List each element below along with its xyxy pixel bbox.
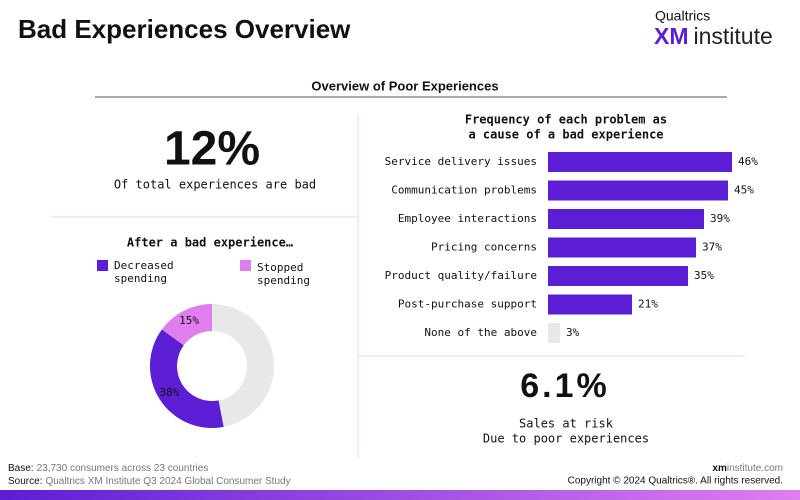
- bar: [548, 323, 560, 343]
- legend-line: Decreased: [114, 259, 174, 272]
- legend-line: spending: [114, 272, 167, 285]
- bar-value-label: 46%: [738, 155, 758, 168]
- footer-label: Source:: [8, 476, 42, 487]
- donut-label: 38%: [159, 386, 179, 399]
- donut-title: After a bad experience…: [127, 236, 293, 250]
- bar: [548, 294, 632, 315]
- bar: [548, 180, 728, 201]
- bar-value-label: 37%: [702, 241, 722, 254]
- footer-source: Source: Qualtrics XM Institute Q3 2024 Gl…: [8, 476, 291, 487]
- bar-value-label: 45%: [734, 184, 754, 197]
- legend-line: spending: [257, 274, 310, 287]
- legend-swatch: [97, 260, 108, 271]
- legend-line: Stopped: [257, 261, 303, 274]
- bar-category: Post-purchase support: [398, 298, 537, 311]
- bar-value-label: 39%: [710, 212, 730, 225]
- stat-caption: Sales at risk: [519, 417, 614, 431]
- donut-label: 15%: [179, 314, 199, 327]
- bar-category: Pricing concerns: [431, 241, 537, 254]
- site-bold: xm: [712, 463, 727, 474]
- bar-category: Communication problems: [391, 184, 537, 197]
- footer-site: xminstitute.com: [712, 463, 783, 474]
- footer-text: Qualtrics XM Institute Q3 2024 Global Co…: [45, 476, 290, 487]
- footer-text: 23,730 consumers across 23 countries: [37, 463, 209, 474]
- page-title: Bad Experiences Overview: [18, 14, 351, 44]
- stat-caption: Of total experiences are bad: [114, 178, 316, 192]
- footer-base: Base: 23,730 consumers across 23 countrie…: [8, 463, 208, 474]
- stat-value: 12%: [164, 123, 260, 176]
- section-title: Overview of Poor Experiences: [311, 78, 498, 93]
- stat-caption: Due to poor experiences: [483, 432, 649, 446]
- donut-segment: [149, 329, 224, 428]
- footer-label: Base:: [8, 463, 34, 474]
- bottom-band: [0, 490, 800, 500]
- logo-rest: institute: [694, 23, 773, 49]
- stat-value: 6.1%: [520, 367, 610, 405]
- bar-value-label: 35%: [694, 269, 714, 282]
- bar-title: Frequency of each problem as: [465, 113, 667, 127]
- site-rest: institute.com: [727, 463, 783, 474]
- legend-label: Stopped spending: [257, 261, 310, 287]
- bar-value-label: 3%: [566, 326, 580, 339]
- bar: [548, 209, 704, 229]
- logo-top: Qualtrics: [655, 8, 710, 24]
- bar-category: Product quality/failure: [385, 269, 537, 282]
- bar-category: Employee interactions: [398, 212, 537, 225]
- bar-category: None of the above: [424, 326, 537, 339]
- bar: [548, 152, 732, 172]
- footer-copyright: Copyright © 2024 Qualtrics®. All rights …: [568, 476, 783, 487]
- bar: [548, 266, 688, 286]
- bar-value-label: 21%: [638, 298, 658, 311]
- bar-category: Service delivery issues: [385, 155, 537, 168]
- legend-swatch: [240, 260, 251, 271]
- donut-segment: [161, 304, 212, 346]
- bar-title: a cause of a bad experience: [468, 128, 663, 142]
- logo-xm: XM: [654, 23, 689, 49]
- legend-label: Decreased spending: [114, 259, 174, 285]
- logo-main: XM institute: [654, 23, 773, 49]
- bar: [548, 237, 696, 258]
